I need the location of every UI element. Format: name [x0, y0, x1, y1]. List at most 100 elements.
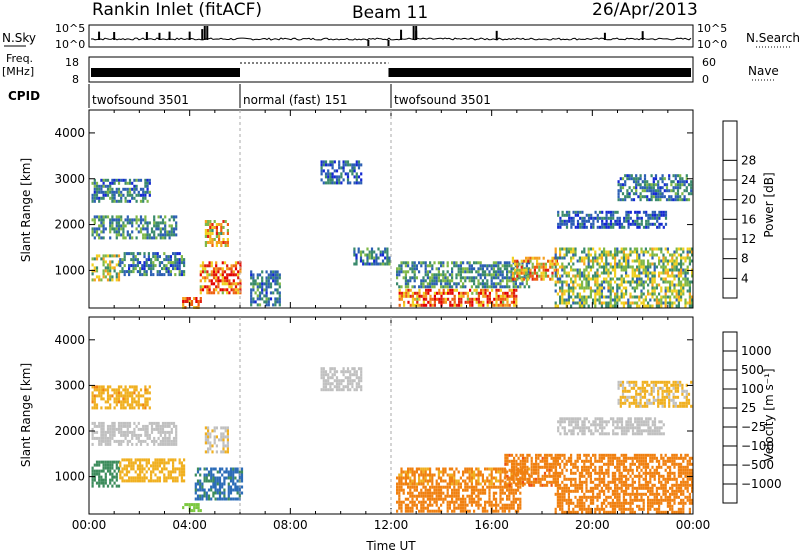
- data-cell: [224, 244, 227, 247]
- data-cell: [481, 509, 484, 513]
- data-cell: [492, 482, 495, 486]
- data-cell: [212, 267, 216, 271]
- data-cell: [574, 213, 577, 217]
- data-cell: [466, 476, 469, 480]
- data-cell: [515, 483, 518, 487]
- data-cell: [561, 471, 564, 475]
- data-cell: [510, 264, 513, 268]
- data-cell: [572, 219, 575, 223]
- data-cell: [475, 276, 478, 280]
- data-cell: [375, 262, 378, 266]
- data-cell: [587, 216, 591, 220]
- data-cell: [538, 256, 541, 260]
- data-cell: [510, 291, 513, 295]
- data-cell: [254, 279, 257, 283]
- data-cell: [169, 470, 172, 474]
- data-cell: [642, 210, 646, 214]
- data-cell: [660, 259, 663, 263]
- data-cell: [576, 453, 579, 457]
- data-cell: [122, 178, 125, 182]
- data-cell: [139, 261, 142, 265]
- data-cell: [220, 450, 223, 454]
- data-cell: [504, 480, 507, 484]
- data-cell: [616, 459, 619, 463]
- data-cell: [620, 474, 623, 478]
- data-cell: [413, 279, 416, 283]
- data-cell: [583, 495, 586, 499]
- data-cell: [455, 285, 458, 289]
- data-cell: [429, 285, 432, 289]
- data-cell: [400, 479, 403, 483]
- data-cell: [175, 433, 178, 437]
- data-cell: [691, 250, 694, 254]
- data-cell: [603, 268, 606, 272]
- data-cell: [462, 267, 465, 271]
- data-cell: [209, 435, 212, 439]
- data-cell: [215, 276, 218, 280]
- data-cell: [211, 223, 214, 226]
- data-cell: [677, 298, 680, 302]
- data-cell: [581, 301, 584, 305]
- data-cell: [427, 288, 430, 292]
- data-cell: [126, 187, 129, 191]
- data-cell: [269, 282, 273, 286]
- data-cell: [154, 258, 157, 262]
- data-cell: [684, 304, 687, 308]
- data-cell: [145, 476, 148, 480]
- data-cell: [168, 430, 171, 434]
- data-cell: [529, 256, 532, 260]
- data-cell: [346, 382, 350, 386]
- data-cell: [598, 289, 601, 293]
- data-cell: [504, 294, 507, 298]
- data-cell: [471, 291, 474, 295]
- data-cell: [596, 507, 599, 511]
- data-cell: [638, 274, 641, 278]
- data-cell: [637, 177, 640, 181]
- data-cell: [440, 291, 443, 295]
- data-cell: [598, 225, 602, 229]
- data-cell: [157, 221, 160, 225]
- data-cell: [477, 500, 480, 504]
- data-cell: [180, 473, 183, 477]
- data-cell: [422, 470, 425, 474]
- data-cell: [415, 264, 418, 268]
- data-cell: [403, 300, 406, 304]
- data-cell: [495, 288, 498, 292]
- data-cell: [499, 273, 502, 277]
- data-cell: [516, 262, 519, 266]
- data-cell: [585, 498, 588, 502]
- data-cell: [559, 250, 562, 254]
- data-cell: [640, 222, 643, 226]
- data-cell: [418, 476, 421, 480]
- data-cell: [554, 471, 557, 475]
- data-cell: [100, 460, 103, 464]
- data-cell: [95, 430, 99, 434]
- data-cell: [638, 280, 641, 284]
- data-cell: [398, 485, 401, 489]
- data-cell: [600, 271, 603, 275]
- data-cell: [338, 385, 341, 389]
- data-cell: [413, 264, 416, 268]
- data-cell: [422, 494, 425, 498]
- data-cell: [106, 178, 110, 182]
- data-cell: [158, 476, 161, 480]
- data-cell: [515, 474, 518, 478]
- data-cell: [125, 467, 128, 471]
- data-cell: [636, 216, 639, 220]
- data-cell: [617, 198, 620, 202]
- data-cell: [163, 273, 166, 277]
- data-cell: [548, 480, 551, 484]
- data-cell: [117, 400, 121, 404]
- data-cell: [626, 189, 629, 193]
- data-cell: [477, 488, 480, 492]
- data-cell: [124, 397, 127, 401]
- data-cell: [340, 388, 343, 392]
- data-cell: [550, 462, 553, 466]
- data-cell: [464, 506, 467, 510]
- data-cell: [93, 385, 96, 389]
- data-cell: [618, 492, 621, 496]
- data-cell: [170, 233, 173, 237]
- data-cell: [490, 476, 493, 480]
- data-cell: [274, 279, 277, 283]
- data-cell: [422, 467, 425, 471]
